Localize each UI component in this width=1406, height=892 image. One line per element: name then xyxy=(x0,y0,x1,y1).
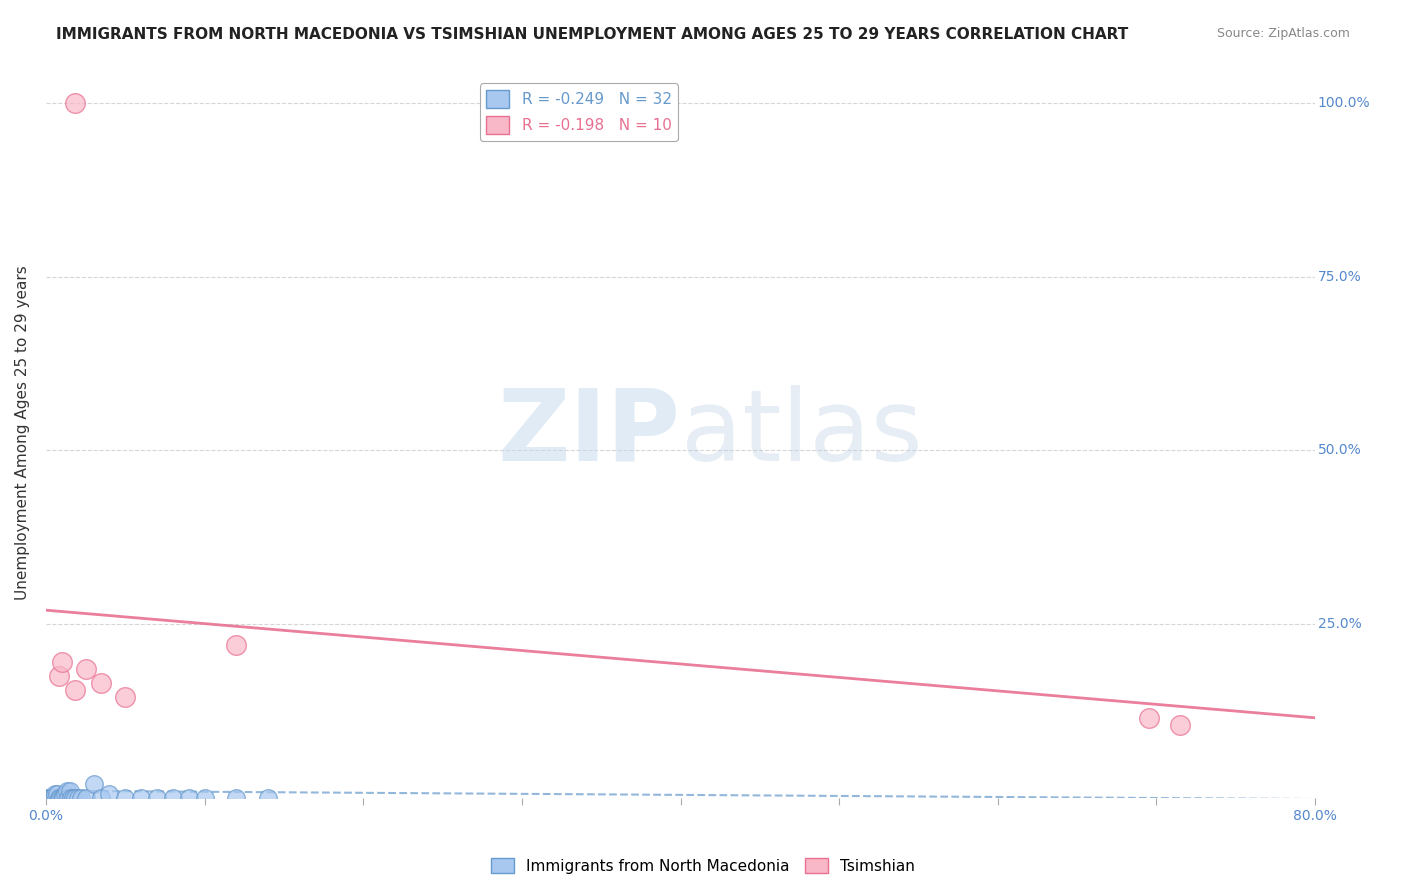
Point xyxy=(37,790,59,805)
Point xyxy=(39,790,62,805)
Text: IMMIGRANTS FROM NORTH MACEDONIA VS TSIMSHIAN UNEMPLOYMENT AMONG AGES 25 TO 29 YE: IMMIGRANTS FROM NORTH MACEDONIA VS TSIMS… xyxy=(56,27,1129,42)
Point xyxy=(44,787,66,801)
Text: atlas: atlas xyxy=(681,384,922,482)
Point xyxy=(53,787,76,801)
Point xyxy=(42,790,65,805)
Point xyxy=(70,790,93,805)
Point xyxy=(51,655,73,669)
Point xyxy=(63,683,86,698)
Point xyxy=(49,790,72,805)
Point xyxy=(146,790,169,805)
Point xyxy=(177,790,200,805)
Text: 25.0%: 25.0% xyxy=(1317,617,1361,631)
Text: 50.0%: 50.0% xyxy=(1317,443,1361,458)
Point xyxy=(75,662,97,676)
Text: 100.0%: 100.0% xyxy=(1317,96,1371,111)
Point xyxy=(1137,711,1160,725)
Point xyxy=(48,790,70,805)
Point xyxy=(63,790,86,805)
Point xyxy=(1168,718,1191,732)
Point xyxy=(55,783,77,797)
Point xyxy=(41,790,63,805)
Text: 75.0%: 75.0% xyxy=(1317,270,1361,284)
Point xyxy=(51,790,73,805)
Point xyxy=(114,790,136,805)
Point xyxy=(114,690,136,704)
Point xyxy=(90,790,112,805)
Point xyxy=(59,783,82,797)
Point xyxy=(46,787,69,801)
Point xyxy=(129,790,152,805)
Point xyxy=(66,790,89,805)
Point xyxy=(90,676,112,690)
Point xyxy=(225,638,247,652)
Point xyxy=(225,790,247,805)
Point xyxy=(162,790,184,805)
Point xyxy=(38,790,60,805)
Point xyxy=(56,790,79,805)
Legend: R = -0.249   N = 32, R = -0.198   N = 10: R = -0.249 N = 32, R = -0.198 N = 10 xyxy=(481,84,678,141)
Legend: Immigrants from North Macedonia, Tsimshian: Immigrants from North Macedonia, Tsimshi… xyxy=(485,852,921,880)
Point xyxy=(98,787,121,801)
Point xyxy=(75,790,97,805)
Point xyxy=(63,96,86,111)
Text: ZIP: ZIP xyxy=(498,384,681,482)
Point xyxy=(52,790,75,805)
Point xyxy=(83,777,105,791)
Point xyxy=(60,790,83,805)
Point xyxy=(48,669,70,683)
Y-axis label: Unemployment Among Ages 25 to 29 years: Unemployment Among Ages 25 to 29 years xyxy=(15,266,30,600)
Point xyxy=(257,790,280,805)
Point xyxy=(194,790,217,805)
Text: Source: ZipAtlas.com: Source: ZipAtlas.com xyxy=(1216,27,1350,40)
Point xyxy=(62,790,84,805)
